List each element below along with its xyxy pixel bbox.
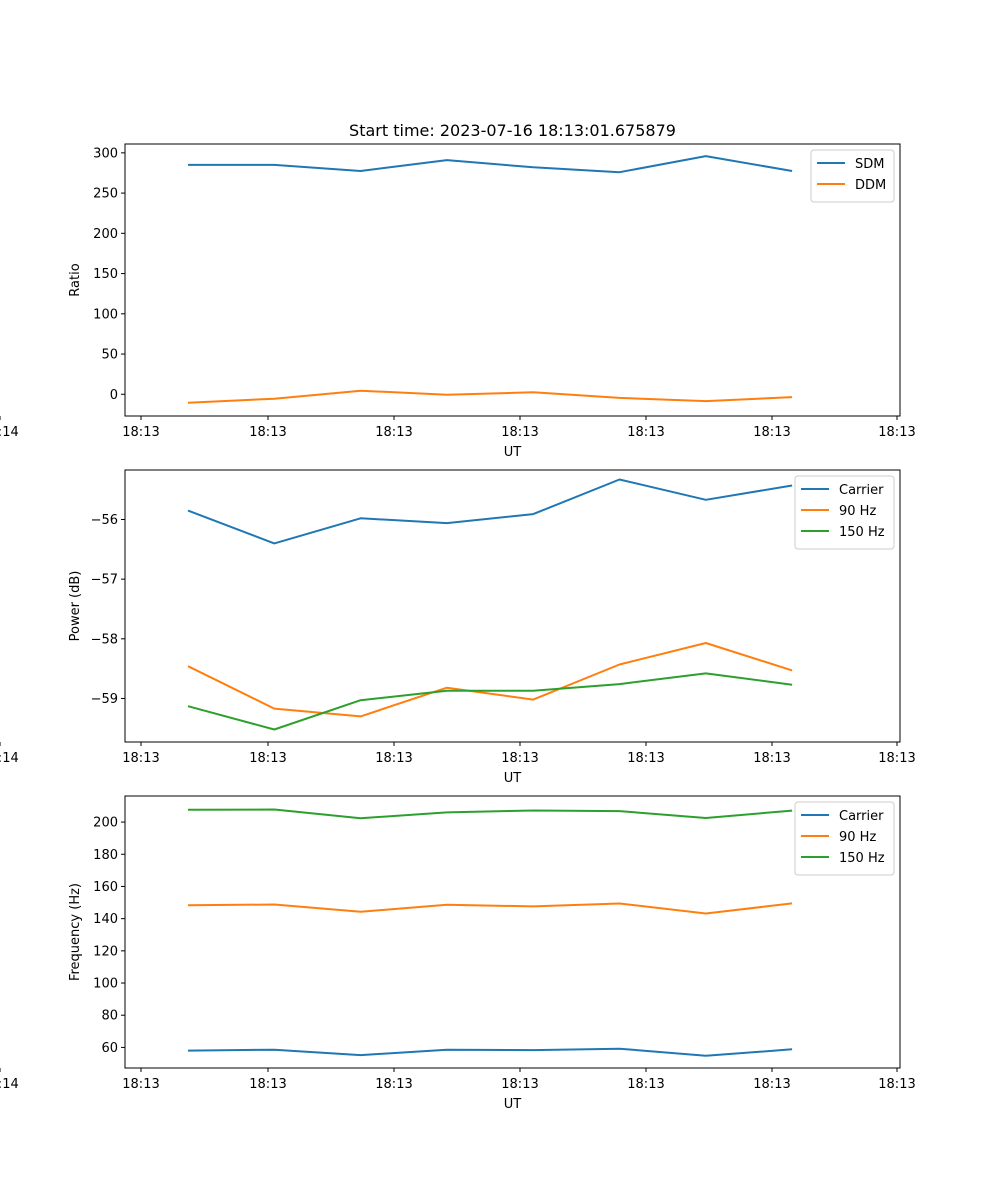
series-line-150-hz (187, 672, 793, 731)
legend-label: SDM (855, 157, 884, 172)
legend-label: Carrier (839, 483, 884, 498)
y-tick-label: −57 (91, 573, 118, 588)
y-tick-label: 200 (93, 816, 118, 831)
y-tick-label: 0 (110, 388, 118, 403)
x-tick-label: 18:13 (878, 425, 915, 440)
panel-1: 0 50 100 150 200 250 300 18:13 18:13 18:13 18:13 18… (0, 143, 916, 460)
legend-label: 150 Hz (839, 525, 885, 540)
x-tick-label: 18:13 (501, 425, 538, 440)
series-line-90-hz (187, 902, 793, 915)
legend-label: DDM (855, 178, 886, 193)
y-tick-label: 250 (93, 187, 118, 202)
x-axis-label: UT (504, 1097, 522, 1112)
y-tick-label: 300 (93, 146, 118, 161)
y-axis-label: Power (dB) (68, 571, 83, 642)
legend: Carrier 90 Hz 150 Hz (794, 801, 895, 876)
x-tick-label: 18:13 (375, 1077, 412, 1092)
x-tick-label: 18:14 (0, 425, 19, 440)
series-line-90-hz (187, 642, 793, 718)
series-line-ddm (187, 389, 793, 404)
legend-label: Carrier (839, 809, 884, 824)
x-tick-label: 18:13 (375, 425, 412, 440)
x-tick-label: 18:13 (249, 425, 286, 440)
x-axis-label: UT (504, 771, 522, 786)
x-axis-label: UT (504, 445, 522, 460)
axes-frame (124, 795, 901, 1069)
axes-frame (124, 469, 901, 743)
series-line-150-hz (187, 808, 793, 820)
x-tick-label: 18:13 (501, 1077, 538, 1092)
legend: Carrier 90 Hz 150 Hz (794, 475, 895, 550)
chart-title: Start time: 2023-07-16 18:13:01.675879 (349, 121, 676, 140)
y-axis-label: Frequency (Hz) (68, 883, 83, 981)
panel-3: 60 80 100 120 140 160 180 200 18:13 18:13 18:13 18:… (0, 795, 916, 1112)
x-tick-label: 18:13 (122, 425, 159, 440)
x-tick-label: 18:13 (375, 751, 412, 766)
x-tick-label: 18:13 (122, 751, 159, 766)
y-tick-label: 200 (93, 227, 118, 242)
y-axis-label: Ratio (68, 263, 83, 296)
series-line-sdm (188, 155, 793, 174)
panel-2: −56 −57 −58 −59 18:13 18:13 18:13 18:13 18:13 18:… (0, 469, 916, 786)
axes-frame (124, 143, 901, 417)
x-tick-label: 18:13 (627, 1077, 664, 1092)
y-tick-label: 100 (93, 307, 118, 322)
x-tick-label: 18:13 (249, 1077, 286, 1092)
legend-label: 90 Hz (839, 504, 876, 519)
x-tick-label: 18:13 (122, 1077, 159, 1092)
y-tick-label: 150 (93, 267, 118, 282)
y-tick-label: 50 (101, 348, 118, 363)
x-tick-label: 18:13 (753, 425, 790, 440)
series-line-carrier (187, 478, 793, 545)
x-tick-label: 18:14 (0, 1077, 19, 1092)
x-tick-label: 18:13 (627, 751, 664, 766)
legend-label: 90 Hz (839, 830, 876, 845)
panels: 0 50 100 150 200 250 300 18:13 18:13 18:13 18:13 18… (0, 143, 916, 1112)
x-tick-label: 18:13 (878, 1077, 915, 1092)
y-tick-label: −56 (91, 513, 118, 528)
x-tick-label: 18:13 (627, 425, 664, 440)
y-tick-label: 60 (101, 1041, 118, 1056)
y-tick-label: 80 (101, 1009, 118, 1024)
legend-label: 150 Hz (839, 851, 885, 866)
legend: SDM DDM (810, 149, 895, 203)
x-tick-label: 18:13 (249, 751, 286, 766)
y-tick-label: −59 (91, 692, 118, 707)
x-tick-label: 18:14 (0, 751, 19, 766)
y-tick-label: 180 (93, 848, 118, 863)
series-line-carrier (187, 1047, 793, 1057)
y-tick-label: 120 (93, 944, 118, 959)
y-tick-label: −58 (91, 632, 118, 647)
x-tick-label: 18:13 (753, 751, 790, 766)
x-tick-label: 18:13 (501, 751, 538, 766)
y-tick-label: 100 (93, 977, 118, 992)
y-tick-label: 140 (93, 912, 118, 927)
y-tick-label: 160 (93, 880, 118, 895)
x-tick-label: 18:13 (753, 1077, 790, 1092)
x-tick-label: 18:13 (878, 751, 915, 766)
